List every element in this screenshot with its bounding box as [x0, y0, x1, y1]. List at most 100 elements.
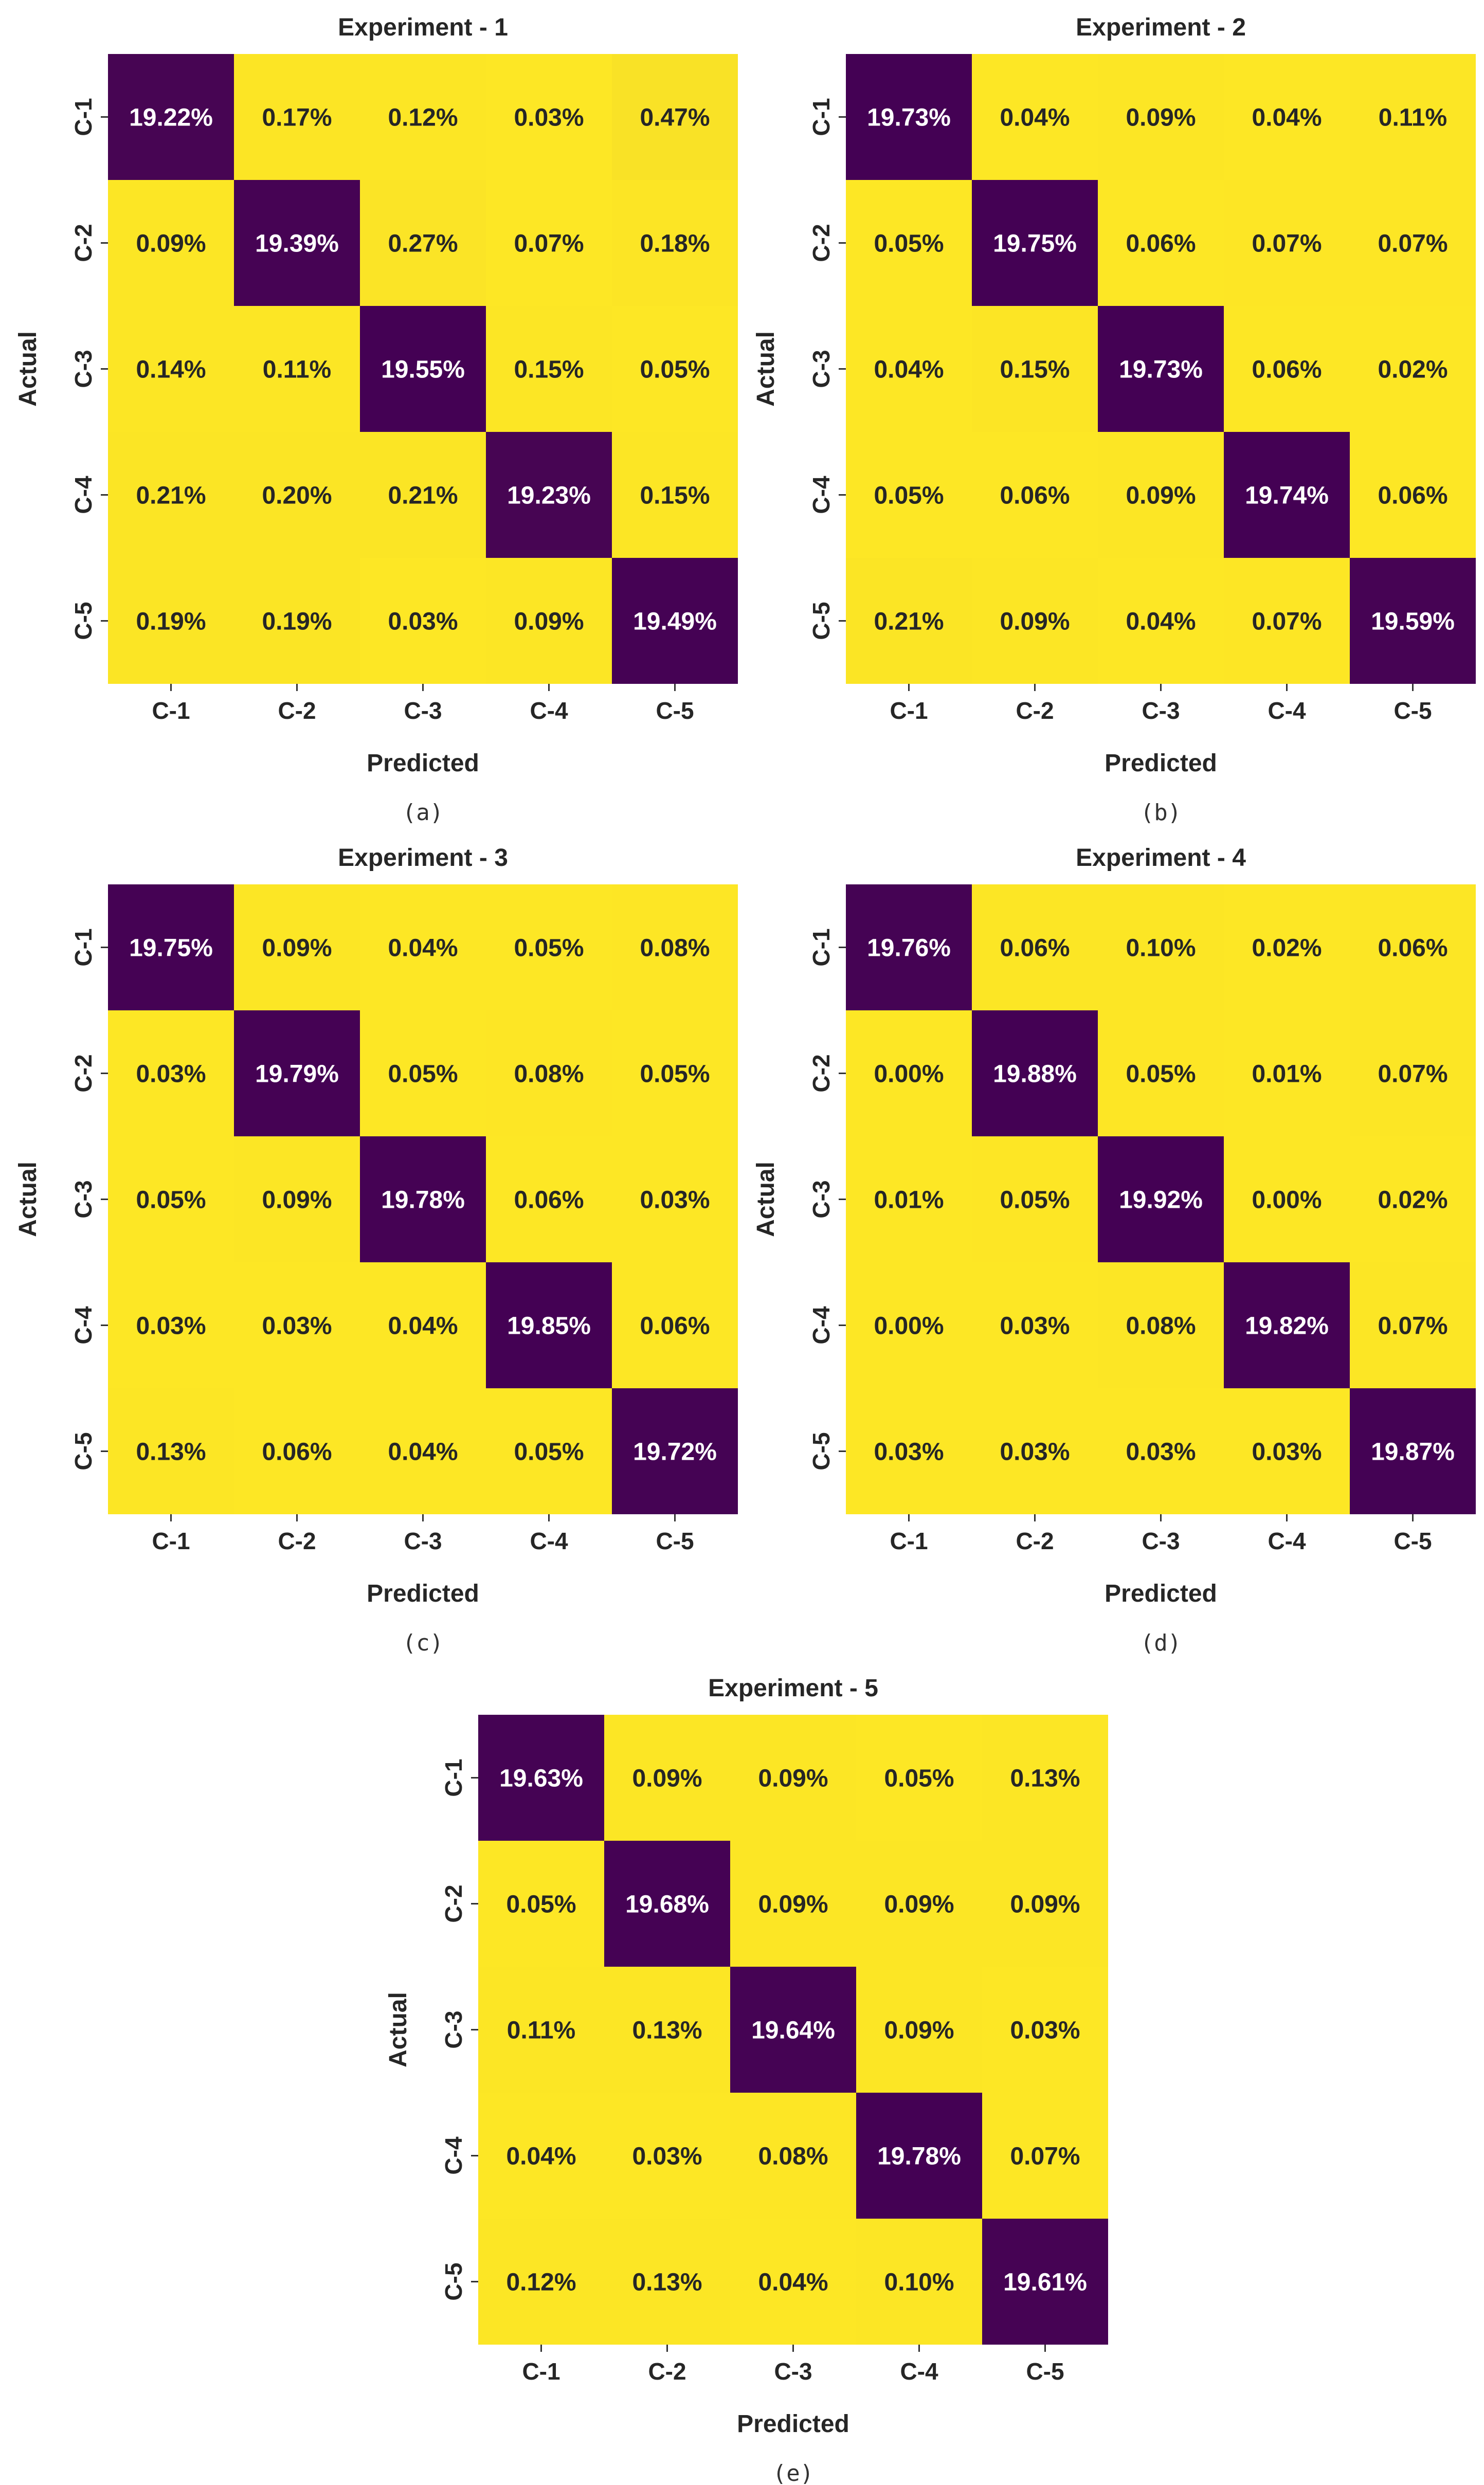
heatmap-cell — [604, 2093, 730, 2219]
x-tick-label: C-3 — [774, 2358, 812, 2385]
cell-value-label: 0.00% — [874, 1313, 944, 1340]
x-tick-label: C-5 — [656, 697, 694, 724]
cell-value-label: 19.85% — [507, 1313, 591, 1340]
cell-value-label: 19.68% — [625, 1891, 709, 1918]
heatmap-cell — [486, 180, 612, 306]
confusion-matrix-panel-1: Experiment - 1 19.22% 0.17% 0.12% 0.03% 0.47%… — [14, 14, 738, 826]
cell-value-label: 0.18% — [640, 230, 710, 258]
cell-value-label: 0.06% — [1378, 482, 1447, 510]
chart-title: Experiment - 5 — [708, 1675, 878, 1702]
heatmap-cell — [1098, 432, 1224, 558]
cell-value-label: 0.09% — [1010, 1891, 1080, 1918]
heatmap-cell — [846, 1010, 972, 1136]
heatmap-cell — [982, 1967, 1108, 2093]
cell-value-label: 0.13% — [632, 2269, 702, 2296]
heatmap-cell — [360, 1136, 486, 1262]
cell-value-label: 0.15% — [514, 356, 584, 384]
heatmap-cell — [982, 1841, 1108, 1967]
cell-value-label: 0.21% — [388, 482, 458, 510]
heatmap-cell — [612, 884, 738, 1010]
heatmap-cell — [234, 306, 360, 432]
heatmap-cell — [1098, 180, 1224, 306]
cell-value-label: 0.07% — [1010, 2143, 1080, 2170]
y-axis-label: Actual — [14, 1162, 42, 1237]
cell-value-label: 0.14% — [136, 356, 206, 384]
heatmap-cell — [1350, 558, 1476, 684]
cell-value-label: 0.02% — [1252, 935, 1322, 962]
cell-value-label: 0.05% — [640, 356, 710, 384]
heatmap-cell — [486, 1010, 612, 1136]
cell-value-label: 0.05% — [640, 1061, 710, 1088]
cell-value-label: 0.20% — [262, 482, 332, 510]
cell-value-label: 19.92% — [1119, 1187, 1203, 1214]
heatmap-cell — [486, 1262, 612, 1388]
cell-value-label: 0.04% — [1000, 104, 1070, 132]
x-tick-label: C-3 — [1142, 1528, 1180, 1554]
cell-value-label: 0.09% — [136, 230, 206, 258]
heatmap-cell — [1350, 884, 1476, 1010]
cell-value-label: 0.09% — [262, 1187, 332, 1214]
x-tick-label: C-1 — [890, 1528, 928, 1554]
heatmap-cell — [234, 1136, 360, 1262]
y-tick-label: C-3 — [440, 2010, 467, 2048]
x-tick-label: C-1 — [890, 697, 928, 724]
heatmap-cell — [1224, 54, 1350, 180]
chart-title: Experiment - 3 — [338, 844, 508, 872]
x-tick-label: C-2 — [1016, 1528, 1054, 1554]
heatmap-cell — [108, 432, 234, 558]
heatmap-cell — [1224, 180, 1350, 306]
heatmap-cell — [846, 1136, 972, 1262]
cell-value-label: 0.02% — [1378, 1187, 1447, 1214]
y-tick-label: C-4 — [808, 1306, 835, 1345]
cell-value-label: 0.04% — [758, 2269, 828, 2296]
heatmap-cell — [1350, 1388, 1476, 1514]
cell-value-label: 19.73% — [867, 104, 951, 132]
cell-value-label: 0.06% — [262, 1439, 332, 1466]
heatmap-cell — [1350, 1010, 1476, 1136]
heatmap-cell — [1350, 54, 1476, 180]
x-tick-label: C-5 — [1026, 2358, 1064, 2385]
cell-value-label: 0.27% — [388, 230, 458, 258]
y-tick-label: C-4 — [70, 1306, 97, 1345]
heatmap-cell — [360, 180, 486, 306]
cell-value-label: 0.09% — [884, 1891, 954, 1918]
cell-value-label: 0.06% — [1252, 356, 1322, 384]
cell-value-label: 19.75% — [129, 935, 213, 962]
cell-value-label: 0.04% — [388, 935, 458, 962]
cell-value-label: 0.04% — [388, 1313, 458, 1340]
cell-value-label: 0.13% — [136, 1439, 206, 1466]
heatmap-cell — [1350, 1136, 1476, 1262]
heatmap-cell — [1224, 1010, 1350, 1136]
cell-value-label: 19.39% — [255, 230, 339, 258]
x-axis-label: Predicted — [367, 750, 479, 777]
heatmap-cell — [108, 54, 234, 180]
y-tick-label: C-5 — [440, 2262, 467, 2300]
cell-value-label: 0.08% — [758, 2143, 828, 2170]
heatmap-cell — [846, 1388, 972, 1514]
cell-value-label: 0.03% — [514, 104, 584, 132]
cell-value-label: 0.07% — [1378, 1061, 1447, 1088]
heatmap-cell — [1350, 432, 1476, 558]
heatmap-cell — [730, 1967, 856, 2093]
x-tick-label: C-2 — [278, 697, 316, 724]
cell-value-label: 0.21% — [136, 482, 206, 510]
chart-title: Experiment - 1 — [338, 14, 508, 41]
x-axis-label: Predicted — [367, 1580, 479, 1607]
heatmap-cell — [486, 558, 612, 684]
heatmap-cell — [972, 1010, 1098, 1136]
heatmap-cell — [1224, 1388, 1350, 1514]
confusion-matrix-panel-4: Experiment - 4 19.76% 0.06% 0.10% 0.02% 0.06%… — [752, 844, 1476, 1656]
x-axis-label: Predicted — [1105, 1580, 1217, 1607]
heatmap-cell — [612, 1388, 738, 1514]
cell-value-label: 0.03% — [1010, 2017, 1080, 2044]
heatmap-cell — [972, 1262, 1098, 1388]
cell-value-label: 0.09% — [758, 1765, 828, 1792]
cell-value-label: 0.03% — [262, 1313, 332, 1340]
cell-value-label: 0.07% — [1252, 608, 1322, 636]
cell-value-label: 0.04% — [874, 356, 944, 384]
figure-caption: (a) — [403, 800, 443, 826]
heatmap-cell — [360, 1010, 486, 1136]
heatmap-cell — [856, 1715, 982, 1841]
cell-value-label: 0.03% — [874, 1439, 944, 1466]
cell-value-label: 0.07% — [1252, 230, 1322, 258]
